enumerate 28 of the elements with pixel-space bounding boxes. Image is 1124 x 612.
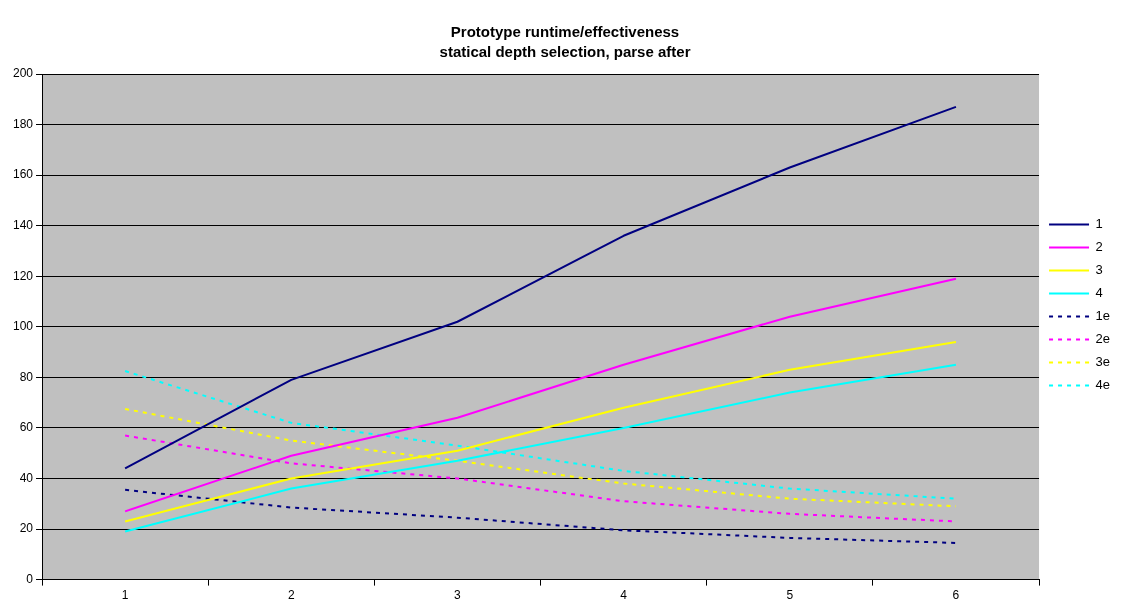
x-tick-label: 6 (952, 588, 960, 603)
y-tick-label: 40 (19, 470, 34, 485)
y-tick-label: 100 (12, 319, 34, 334)
legend-label: 3e (1095, 354, 1111, 370)
y-tick-label: 60 (19, 420, 34, 435)
x-tick-label: 3 (454, 588, 462, 603)
chart-subtitle: statical depth selection, parse after (439, 43, 691, 61)
y-tick-label: 140 (12, 217, 34, 232)
y-tick-label: 200 (12, 66, 34, 81)
y-tick-label: 180 (12, 116, 34, 131)
x-tick-label: 1 (121, 588, 129, 603)
y-tick-label: 160 (12, 167, 34, 182)
y-tick-label: 120 (12, 268, 34, 283)
x-tick-label: 4 (620, 588, 628, 603)
chart-title: Prototype runtime/effectiveness (450, 23, 680, 41)
y-tick-label: 20 (19, 521, 34, 536)
legend-label: 2e (1095, 331, 1111, 347)
y-tick-label: 80 (19, 369, 34, 384)
legend-label: 1 (1095, 216, 1103, 232)
legend-label: 3 (1095, 262, 1103, 278)
line-series (124, 488, 957, 544)
y-tick-label: 0 (26, 571, 34, 586)
legend-label: 1e (1095, 308, 1111, 324)
x-tick-label: 2 (287, 588, 295, 603)
legend-label: 2 (1095, 239, 1103, 255)
legend-label: 4e (1095, 377, 1111, 393)
x-tick-label: 5 (786, 588, 794, 603)
legend-label: 4 (1095, 285, 1103, 301)
